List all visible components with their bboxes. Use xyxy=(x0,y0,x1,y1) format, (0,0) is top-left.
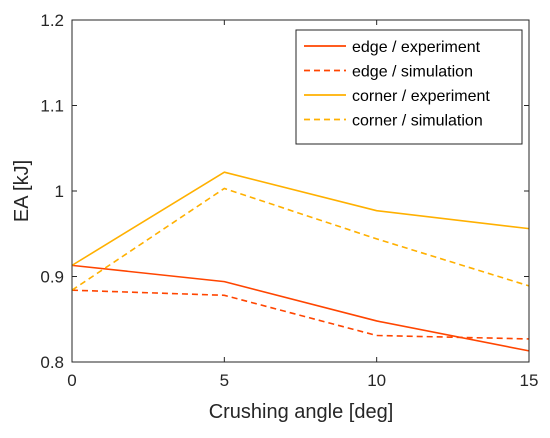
y-tick-label: 1 xyxy=(55,182,64,201)
legend-box xyxy=(295,29,523,145)
legend-label: corner / simulation xyxy=(352,113,483,130)
series-line-edge-experiment xyxy=(71,264,530,352)
y-tick-label: 0.8 xyxy=(40,353,64,372)
y-tick-label: 1.1 xyxy=(40,97,64,116)
x-axis-label: Crushing angle [deg] xyxy=(209,401,394,423)
y-tick-label: 1.2 xyxy=(40,11,64,30)
series-line-corner-experiment xyxy=(71,171,530,267)
series-line-edge-simulation xyxy=(71,289,530,340)
legend-label: edge / experiment xyxy=(352,39,481,56)
x-tick-label: 0 xyxy=(67,371,76,390)
y-axis-label: EA [kJ] xyxy=(11,160,33,222)
y-tick-label: 0.9 xyxy=(40,268,64,287)
legend-label: edge / simulation xyxy=(352,64,473,81)
legend-label: corner / experiment xyxy=(352,88,490,105)
series-line-corner-simulation xyxy=(71,187,530,291)
x-tick-label: 10 xyxy=(367,371,386,390)
x-tick-label: 5 xyxy=(220,371,229,390)
x-tick-label: 15 xyxy=(520,371,539,390)
series-layer xyxy=(71,171,530,352)
legend: edge / experiment edge / simulation corner… xyxy=(295,29,523,145)
axes-layer: 0 5 10 15 0.8 0.9 1 1.1 1.2 xyxy=(40,11,538,390)
